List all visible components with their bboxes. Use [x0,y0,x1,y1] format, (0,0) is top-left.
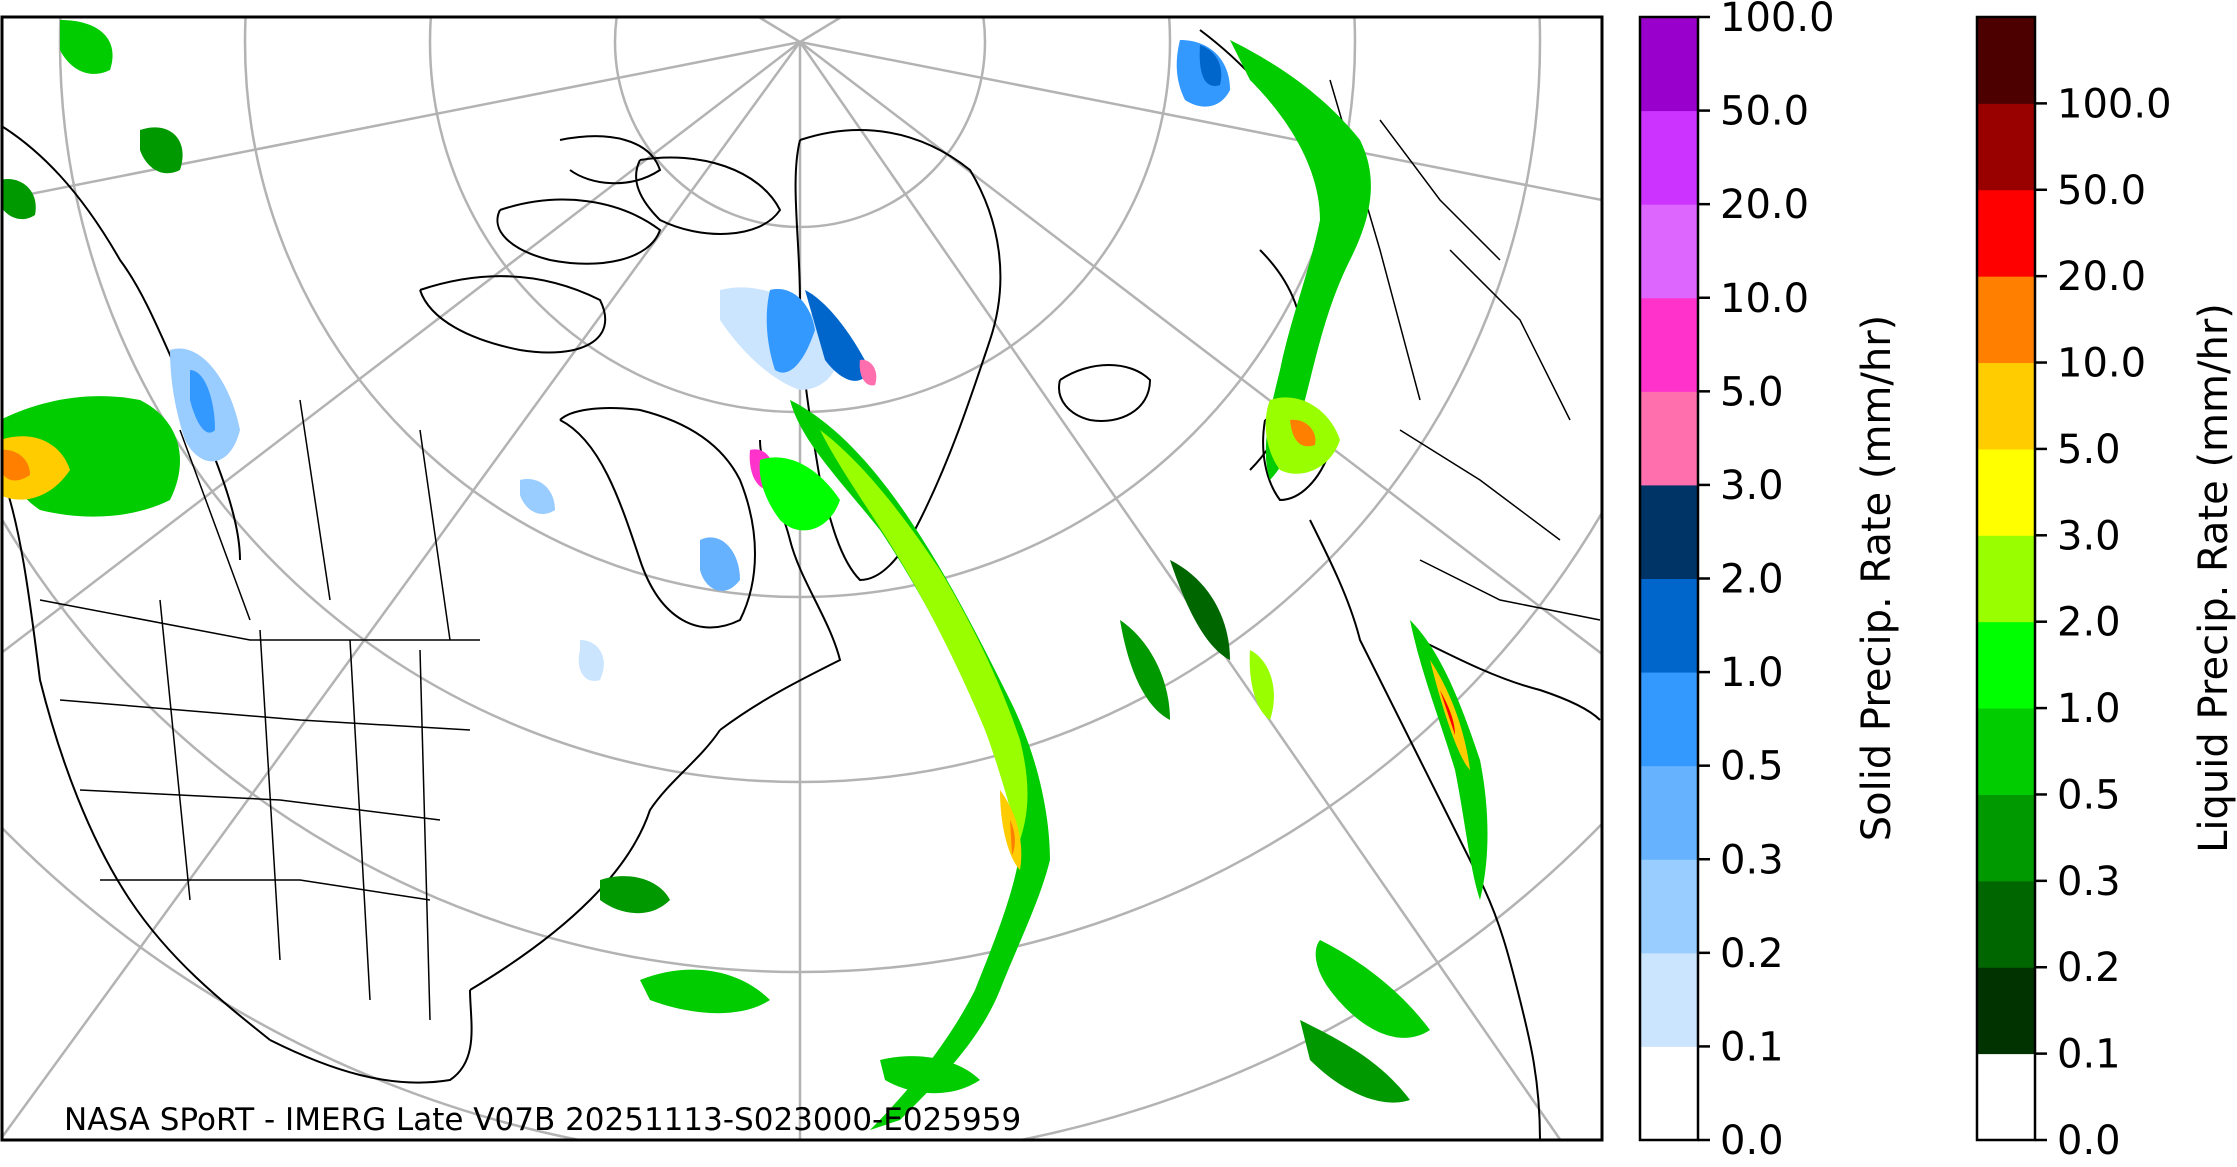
solid-colorbar-tick-label: 10.0 [1720,276,1809,322]
liquid-colorbar-tick-label: 5.0 [2057,427,2121,473]
liquid-colorbar-segment [1977,103,2035,191]
solid-colorbar-label: Solid Precip. Rate (mm/hr) [1854,315,1900,842]
liquid-colorbar-segment [1977,448,2035,536]
liquid-colorbar-segment [1977,535,2035,623]
liquid-colorbar-segment [1977,794,2035,882]
map-panel: NASA SPoRT - IMERG Late V07B 20251113-S0… [2,17,1602,1140]
liquid-colorbar-segment [1977,189,2035,277]
solid-colorbar-segment [1640,297,1698,392]
liquid-colorbar-tick-label: 1.0 [2057,686,2121,732]
liquid-colorbar-segment [1977,362,2035,450]
liquid-colorbar-segments [1977,17,2035,1141]
solid-colorbar-tick-label: 2.0 [1720,557,1784,603]
liquid-colorbar-ticks: 0.0 0.1 0.2 0.3 0.5 1.0 2.0 3.0 5.0 10.0 20.0 50.0 1… [2035,81,2172,1164]
solid-colorbar-segment [1640,110,1698,205]
political-borders [39,79,1601,1021]
liquid-colorbar-label: Liquid Precip. Rate (mm/hr) [2191,303,2237,853]
liquid-colorbar-tick-label: 2.0 [2057,600,2121,646]
liquid-colorbar-tick-label: 100.0 [2057,81,2172,127]
solid-colorbar-tick-label: 0.2 [1720,931,1784,977]
map-border [0,15,1604,1142]
liquid-colorbar-tick-label: 0.2 [2057,945,2121,991]
liquid-colorbar-tick-label: 3.0 [2057,513,2121,559]
liquid-colorbar: 0.0 0.1 0.2 0.3 0.5 1.0 2.0 3.0 5.0 10.0 20.0 50.0 1… [1975,15,2237,1164]
liquid-colorbar-segment [1977,621,2035,709]
solid-colorbar-segment [1640,391,1698,486]
solid-colorbar-tick-label: 0.1 [1720,1024,1784,1070]
solid-colorbar-tick-label: 5.0 [1720,369,1784,415]
solid-colorbar-tick-label: 20.0 [1720,182,1809,228]
solid-colorbar-tick-label: 100.0 [1720,0,1835,41]
solid-colorbar-segment [1640,578,1698,673]
liquid-colorbar-segment [1977,1053,2035,1141]
liquid-colorbar-tick-label: 0.5 [2057,772,2121,818]
solid-precipitation-areas [170,40,1230,681]
solid-colorbar-tick-label: 0.3 [1720,837,1784,883]
coastlines [2,29,1601,1140]
solid-colorbar-segment [1640,204,1698,299]
solid-colorbar-tick-label: 3.0 [1720,463,1784,509]
solid-colorbar-segment [1640,765,1698,860]
solid-colorbar: 0.0 0.1 0.2 0.3 0.5 1.0 2.0 3.0 5.0 10.0 20.0 50.0 1… [1638,0,1900,1164]
credit-label: NASA SPoRT - IMERG Late V07B 20251113-S0… [64,1102,1021,1138]
liquid-colorbar-segment [1977,17,2035,104]
solid-colorbar-segment [1640,484,1698,579]
liquid-colorbar-tick-label: 0.3 [2057,859,2121,905]
solid-colorbar-segment [1640,672,1698,767]
liquid-colorbar-border [1975,15,2037,1142]
liquid-colorbar-tick-label: 10.0 [2057,341,2146,387]
solid-colorbar-tick-label: 0.0 [1720,1118,1784,1164]
solid-colorbar-segment [1640,952,1698,1047]
liquid-colorbar-tick-label: 20.0 [2057,254,2146,300]
liquid-colorbar-tick-label: 0.1 [2057,1032,2121,1078]
solid-colorbar-segment [1640,1046,1698,1141]
solid-colorbar-tick-label: 1.0 [1720,650,1784,696]
solid-colorbar-tick-label: 0.5 [1720,744,1784,790]
solid-colorbar-segment [1640,859,1698,954]
solid-colorbar-segment [1640,17,1698,112]
solid-colorbar-tick-label: 50.0 [1720,89,1809,135]
liquid-colorbar-tick-label: 50.0 [2057,168,2146,214]
solid-colorbar-ticks: 0.0 0.1 0.2 0.3 0.5 1.0 2.0 3.0 5.0 10.0 20.0 50.0 1… [1698,0,1835,1164]
liquid-precipitation-areas [2,20,1488,1130]
liquid-colorbar-tick-label: 0.0 [2057,1118,2121,1164]
solid-colorbar-segments [1640,17,1698,1141]
liquid-colorbar-segment [1977,880,2035,968]
liquid-colorbar-segment [1977,967,2035,1055]
liquid-colorbar-segment [1977,708,2035,795]
liquid-colorbar-segment [1977,276,2035,364]
